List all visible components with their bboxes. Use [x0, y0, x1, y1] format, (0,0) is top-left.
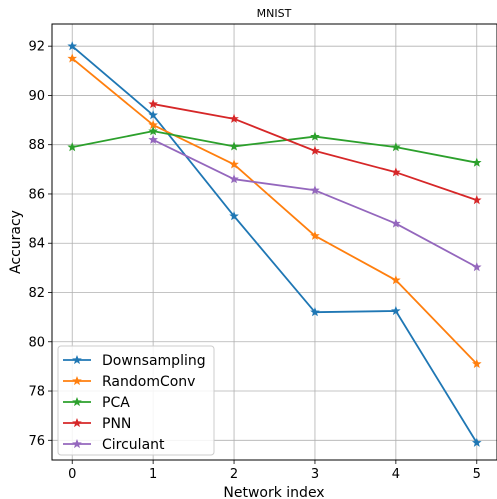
- y-axis-title: Accuracy: [8, 210, 24, 274]
- series-line: [71, 57, 478, 365]
- data-point: [229, 113, 239, 123]
- legend-label: RandomConv: [102, 374, 195, 390]
- data-point: [310, 307, 320, 317]
- legend-swatch-marker: [72, 375, 82, 386]
- data-point: [391, 167, 401, 177]
- x-tick-label: 1: [149, 467, 157, 482]
- series-lines: [67, 41, 482, 447]
- legend-swatch-marker: [72, 438, 82, 449]
- x-tick-label: 2: [230, 467, 238, 482]
- grid: [52, 24, 497, 460]
- chart-title: MNIST: [257, 7, 292, 20]
- y-tick-label: 80: [28, 335, 45, 350]
- series-circulant: [148, 134, 482, 272]
- y-axis-ticks: 76 78 80 82 84 86 88 90 92: [28, 40, 52, 449]
- data-point: [148, 99, 158, 109]
- data-point: [391, 275, 401, 285]
- data-point: [229, 174, 239, 184]
- data-point: [471, 358, 482, 369]
- y-tick-label: 88: [28, 138, 45, 153]
- y-tick-label: 76: [28, 434, 45, 449]
- series-line: [72, 130, 477, 164]
- legend-item: PNN: [63, 416, 131, 432]
- series-randomconv: [67, 53, 482, 369]
- plot-frame: [51, 23, 497, 461]
- legend-swatch-marker: [72, 354, 82, 365]
- x-tick-label: 4: [392, 467, 400, 482]
- legend-item: Circulant: [63, 437, 165, 453]
- data-point: [391, 218, 401, 228]
- y-tick-label: 92: [28, 40, 45, 55]
- series-pca: [67, 126, 482, 167]
- data-point: [229, 141, 239, 151]
- legend-item: PCA: [63, 395, 130, 411]
- series-pnn: [148, 99, 482, 205]
- data-point: [391, 305, 401, 316]
- legend-item: RandomConv: [63, 374, 195, 390]
- data-point: [471, 437, 482, 447]
- data-point: [310, 185, 320, 195]
- y-tick-label: 78: [28, 385, 45, 400]
- x-tick-label: 5: [473, 467, 481, 482]
- data-point: [148, 110, 158, 120]
- legend-label: PNN: [102, 416, 131, 432]
- data-point: [67, 142, 78, 152]
- series-downsampling: [67, 41, 482, 447]
- legend-item: Downsampling: [63, 353, 206, 369]
- data-point: [310, 145, 320, 155]
- legend-swatch-marker: [72, 417, 82, 428]
- legend-label: Circulant: [102, 437, 165, 453]
- y-tick-label: 84: [28, 237, 45, 252]
- legend-label: Downsampling: [102, 353, 206, 369]
- x-tick-label: 3: [311, 467, 319, 482]
- series-line: [71, 45, 478, 444]
- legend-swatch-marker: [72, 396, 82, 407]
- y-tick-label: 86: [28, 187, 45, 202]
- legend-items: Downsampling RandomConv PCA PNN Circulant: [63, 353, 206, 453]
- legend: Downsampling RandomConv PCA PNN Circulant: [57, 345, 215, 456]
- data-point: [148, 126, 158, 136]
- data-point: [310, 230, 320, 240]
- data-point: [471, 262, 482, 272]
- data-point: [310, 131, 320, 141]
- x-tick-label: 0: [68, 467, 76, 482]
- data-point: [67, 41, 78, 51]
- x-axis-ticks: 0 1 2 3 4 5: [68, 460, 481, 482]
- data-point: [471, 157, 482, 167]
- legend-label: PCA: [102, 395, 130, 411]
- data-point: [391, 142, 401, 152]
- data-point: [471, 195, 482, 205]
- data-point: [229, 211, 239, 221]
- data-point: [148, 134, 158, 144]
- data-point: [67, 53, 78, 63]
- data-point: [229, 159, 239, 169]
- x-axis-title: Network index: [223, 485, 324, 499]
- legend-box: [57, 345, 215, 456]
- y-tick-label: 90: [28, 89, 45, 104]
- y-tick-label: 82: [28, 286, 45, 301]
